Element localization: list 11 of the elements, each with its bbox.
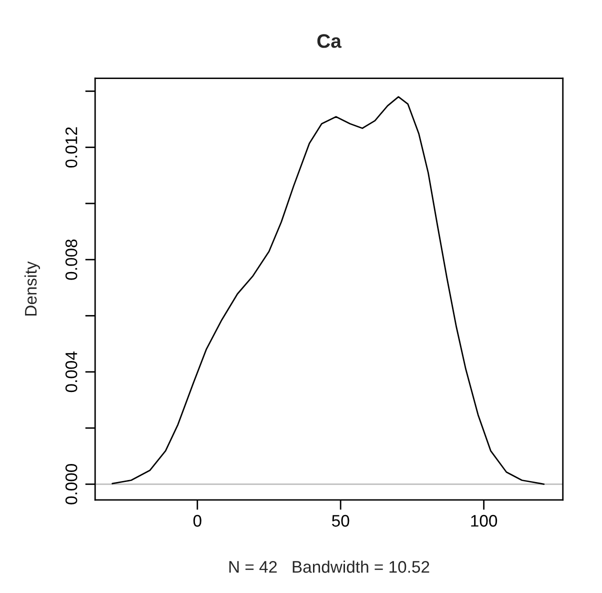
y-axis-title: Density <box>24 261 40 316</box>
x-axis-title: N = 42 Bandwidth = 10.52 <box>229 560 430 573</box>
y-tick-label: 0.012 <box>65 127 78 168</box>
x-tick-label: 0 <box>193 514 202 527</box>
y-tick-label: 0.008 <box>65 239 78 280</box>
x-tick-label: 50 <box>332 514 350 527</box>
y-tick-label: 0.000 <box>65 464 78 504</box>
y-tick-label: 0.004 <box>65 352 78 392</box>
x-tick-label: 100 <box>471 514 498 527</box>
chart-title: Ca <box>317 34 342 48</box>
line-series <box>112 96 545 485</box>
